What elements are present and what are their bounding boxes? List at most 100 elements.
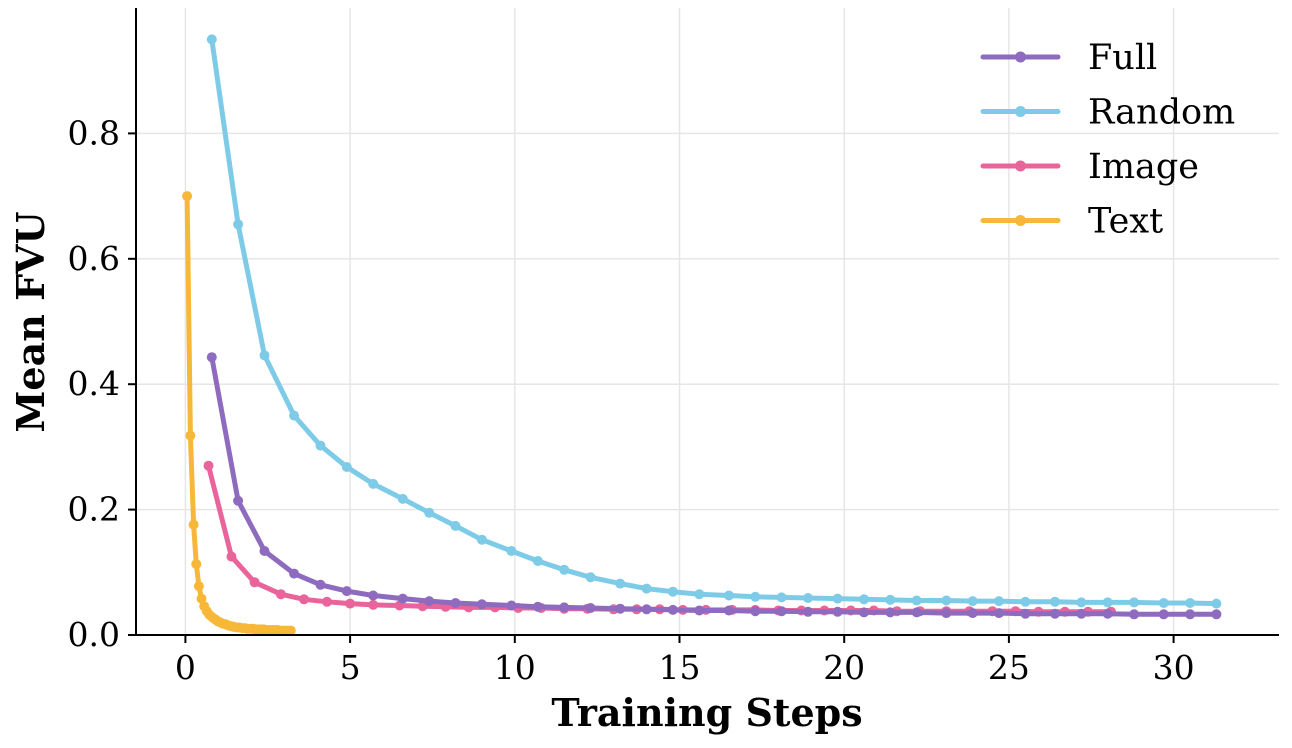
- legend-item-random: Random: [980, 93, 1235, 133]
- data-point-random: [615, 578, 626, 589]
- x-tick-label: 5: [340, 648, 361, 687]
- data-point-random: [1050, 596, 1060, 607]
- data-point-random: [994, 596, 1004, 607]
- data-point-full: [967, 608, 978, 619]
- data-point-random: [259, 350, 270, 361]
- data-point-random: [559, 564, 570, 575]
- data-point-text: [191, 559, 202, 570]
- data-point-random: [667, 586, 678, 597]
- legend: Full Random Image Text: [980, 38, 1235, 242]
- y-tick-label: 0.8: [68, 113, 120, 152]
- data-point-full: [1102, 608, 1113, 619]
- data-point-random: [803, 593, 813, 603]
- x-tick-label: 30: [1153, 648, 1195, 687]
- data-point-full: [476, 599, 487, 610]
- data-point-full: [641, 604, 652, 615]
- data-point-random: [967, 596, 978, 607]
- data-point-full: [723, 605, 734, 616]
- data-point-random: [885, 594, 896, 605]
- data-point-text: [193, 581, 204, 592]
- x-tick-label: 10: [494, 648, 536, 687]
- data-point-full: [885, 607, 896, 618]
- legend-label-full: Full: [1088, 38, 1157, 78]
- data-point-full: [1020, 608, 1031, 619]
- data-point-random: [315, 440, 326, 451]
- data-point-image: [345, 598, 356, 609]
- data-point-random: [1020, 596, 1031, 607]
- data-point-image: [322, 596, 332, 607]
- data-point-image: [226, 551, 237, 562]
- data-point-full: [994, 608, 1004, 619]
- data-point-random: [1211, 598, 1222, 609]
- y-tick-label: 0.6: [68, 239, 120, 278]
- y-axis-title: Mean FVU: [8, 211, 53, 432]
- data-point-full: [424, 596, 435, 607]
- y-tick-label: 0.4: [68, 364, 120, 403]
- series-line-random: [209, 36, 1219, 607]
- axes: [135, 8, 1279, 636]
- data-point-random: [506, 546, 517, 556]
- data-point-full: [615, 603, 626, 614]
- data-point-random: [450, 520, 461, 531]
- legend-label-random: Random: [1088, 93, 1235, 133]
- data-point-full: [941, 608, 952, 619]
- data-point-full: [1185, 609, 1196, 620]
- data-point-text: [188, 519, 199, 530]
- data-point-text: [285, 625, 296, 636]
- data-point-full: [532, 601, 543, 612]
- data-point-full: [289, 568, 300, 579]
- data-point-random: [341, 462, 352, 472]
- ticks: 0 5 10 15 20 25 30 0.0 0.2 0.4 0.6 0.8: [68, 113, 1195, 687]
- data-point-full: [776, 606, 787, 617]
- data-point-full: [832, 606, 843, 617]
- data-point-full: [1211, 609, 1222, 620]
- series-line-full: [209, 354, 1219, 617]
- data-point-full: [694, 605, 705, 616]
- legend-label-image: Image: [1088, 147, 1199, 187]
- data-point-image: [203, 460, 214, 471]
- series-layer: [182, 34, 1222, 636]
- data-point-random: [723, 590, 734, 601]
- data-point-random: [832, 593, 843, 604]
- data-point-full: [368, 590, 379, 601]
- data-point-random: [859, 594, 869, 605]
- data-point-full: [259, 546, 270, 556]
- legend-marker-text: [1015, 215, 1026, 226]
- data-point-random: [233, 219, 244, 230]
- data-point-full: [233, 495, 244, 506]
- data-point-full: [585, 603, 596, 613]
- data-point-random: [1076, 597, 1087, 608]
- series-image: [203, 460, 1116, 617]
- data-point-full: [1050, 608, 1060, 619]
- data-point-random: [1102, 597, 1113, 608]
- data-point-random: [585, 572, 596, 583]
- data-point-random: [1185, 598, 1196, 608]
- x-tick-label: 15: [659, 648, 701, 687]
- data-point-random: [476, 534, 487, 545]
- data-point-random: [289, 410, 300, 421]
- data-point-random: [1158, 598, 1169, 608]
- series-full: [206, 352, 1222, 620]
- data-point-text: [196, 593, 207, 604]
- data-point-random: [694, 589, 705, 600]
- data-point-full: [1076, 608, 1087, 619]
- data-point-random: [532, 556, 543, 566]
- data-point-random: [424, 507, 435, 518]
- data-point-image: [275, 589, 286, 600]
- legend-item-text: Text: [980, 202, 1163, 242]
- legend-marker-full: [1015, 51, 1026, 63]
- data-point-text: [182, 191, 193, 202]
- data-point-random: [397, 493, 408, 504]
- x-tick-label: 20: [823, 648, 865, 687]
- data-point-random: [776, 592, 787, 603]
- legend-item-image: Image: [980, 147, 1199, 187]
- data-point-text: [185, 430, 196, 441]
- data-point-full: [559, 602, 570, 613]
- data-point-image: [368, 599, 379, 610]
- data-point-full: [1129, 609, 1140, 620]
- data-point-random: [911, 595, 922, 606]
- data-point-random: [206, 34, 217, 45]
- data-point-full: [803, 606, 813, 617]
- data-point-full: [206, 352, 217, 363]
- data-point-full: [911, 607, 922, 618]
